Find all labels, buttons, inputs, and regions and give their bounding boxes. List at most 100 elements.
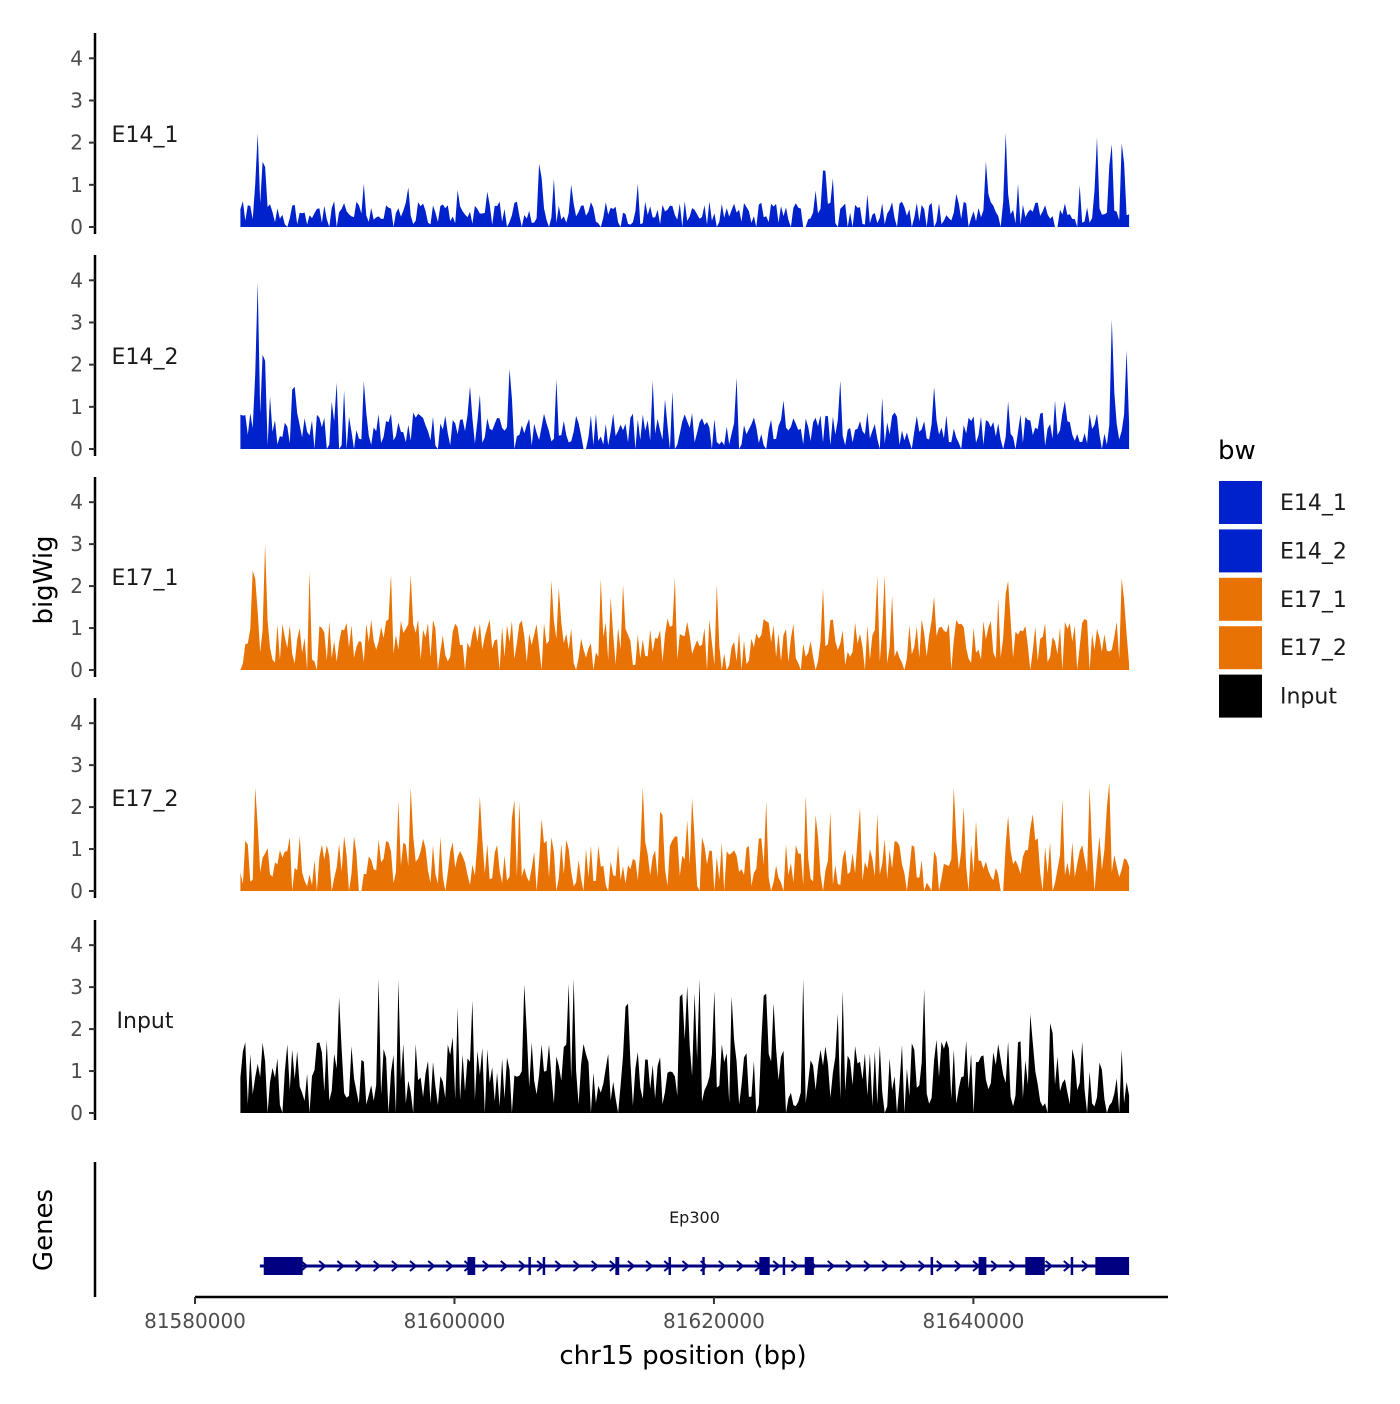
y-tick-label: 4 [70, 46, 83, 70]
x-tick-label: 81600000 [404, 1309, 506, 1333]
track-e17_2: 0 1 2 3 4 E17_2 [70, 698, 1130, 903]
strand-arrow [681, 1260, 690, 1272]
strand-arrow [590, 1260, 600, 1272]
y-tick-label: 0 [70, 215, 83, 239]
track-e14_2: 0 1 2 3 4 E14_2 [70, 255, 1130, 461]
strand-arrow [1081, 1260, 1090, 1272]
strand-arrow [954, 1260, 963, 1272]
y-tick-label: 1 [70, 395, 83, 419]
strand-arrow [500, 1260, 509, 1272]
signal-area-e17_1 [240, 544, 1130, 670]
y-tick-label: 2 [70, 574, 83, 598]
gene-exon [1070, 1257, 1074, 1275]
gene-exon [978, 1257, 987, 1275]
signal-area-input [240, 978, 1130, 1113]
track-e14_1: 0 1 2 3 4 E14_1 [70, 33, 1130, 239]
strand-arrow [409, 1260, 418, 1272]
strand-arrow [863, 1260, 872, 1272]
signal-area-e17_2 [240, 782, 1130, 891]
y-tick-label: 4 [70, 933, 83, 957]
gene-label: Ep300 [669, 1208, 720, 1227]
gene-exon [1095, 1257, 1130, 1275]
strand-arrow [899, 1260, 908, 1272]
legend-swatch-e17_1 [1217, 575, 1264, 623]
gene-exon [467, 1257, 476, 1275]
legend-swatch-e14_1 [1217, 479, 1264, 526]
y-tick-label: 3 [70, 88, 83, 112]
track-label: Input [117, 1009, 174, 1034]
y-tick-label: 0 [70, 658, 83, 682]
strand-arrow [1045, 1260, 1054, 1272]
track-label: E17_2 [112, 787, 179, 812]
y-tick-label: 4 [70, 490, 83, 514]
signal-tracks: 0 1 2 3 4 E14_1 0 1 2 3 4 E14_2 0 1 2 3 4 E17_1 0 1 2 3 4 E17_2… [70, 33, 1130, 1125]
gene-exon [804, 1257, 814, 1275]
strand-arrow [572, 1260, 581, 1272]
legend-swatch-e14_2 [1217, 527, 1264, 575]
strand-arrow [845, 1260, 854, 1272]
y-tick-label: 0 [70, 1101, 83, 1125]
strand-arrow [336, 1260, 345, 1272]
strand-arrow [790, 1260, 799, 1272]
y-tick-label: 3 [70, 753, 83, 777]
y-axis-title-bigwig: bigWig [29, 535, 59, 624]
x-tick-label: 81640000 [923, 1309, 1025, 1333]
gene-exon [702, 1257, 705, 1275]
gene-exon [759, 1257, 770, 1275]
strand-arrow [917, 1260, 927, 1272]
gene-exon [930, 1257, 934, 1275]
gene-panel: Ep300 [93, 1162, 1130, 1297]
y-tick-label: 2 [70, 1017, 83, 1041]
x-tick-label: 81580000 [144, 1309, 246, 1333]
y-tick-label: 2 [70, 795, 83, 819]
y-tick-label: 3 [70, 532, 83, 556]
legend-label-e14_2: E14_2 [1280, 539, 1347, 564]
y-tick-label: 0 [70, 437, 83, 461]
y-tick-label: 4 [70, 268, 83, 292]
y-tick-label: 0 [70, 879, 83, 903]
legend-label-input: Input [1280, 685, 1337, 710]
gene-exon [1025, 1257, 1045, 1275]
strand-arrow [372, 1260, 382, 1272]
track-input: 0 1 2 3 4 Input [70, 920, 1130, 1125]
legend-swatch-e17_2 [1217, 624, 1264, 672]
track-label: E17_1 [112, 566, 179, 591]
y-tick-label: 4 [70, 711, 83, 735]
y-tick-label: 2 [70, 131, 83, 155]
strand-arrow [518, 1260, 527, 1272]
y-tick-label: 1 [70, 616, 83, 640]
y-axis-title-genes: Genes [29, 1189, 59, 1271]
track-label: E14_1 [112, 123, 179, 148]
gene-exon [542, 1257, 546, 1275]
signal-area-e14_1 [240, 133, 1130, 227]
strand-arrow [481, 1260, 491, 1272]
track-label: E14_2 [112, 345, 179, 370]
legend-label-e17_1: E17_1 [1280, 588, 1347, 613]
gene-exon [615, 1257, 620, 1275]
strand-arrow [427, 1260, 436, 1272]
strand-arrow [772, 1260, 781, 1272]
strand-arrow [300, 1260, 309, 1272]
y-tick-label: 3 [70, 975, 83, 999]
gene-exon [668, 1257, 672, 1275]
y-tick-label: 1 [70, 173, 83, 197]
legend-title: bw [1218, 436, 1256, 466]
gene-exon [263, 1257, 303, 1275]
track-e17_1: 0 1 2 3 4 E17_1 [70, 477, 1130, 682]
y-tick-label: 1 [70, 837, 83, 861]
strand-arrow [1008, 1260, 1017, 1272]
gene-exon [528, 1257, 531, 1275]
strand-arrow [881, 1260, 890, 1272]
strand-arrow [718, 1260, 727, 1272]
gene-exon [782, 1257, 786, 1275]
strand-arrow [445, 1260, 454, 1272]
strand-arrow [1063, 1260, 1072, 1272]
strand-arrow [736, 1260, 745, 1272]
signal-area-e14_2 [240, 282, 1130, 449]
y-tick-label: 3 [70, 310, 83, 334]
strand-arrow [645, 1260, 654, 1272]
strand-arrow [318, 1260, 327, 1272]
x-axis: 81580000 81600000 81620000 81640000 [144, 1295, 1168, 1333]
